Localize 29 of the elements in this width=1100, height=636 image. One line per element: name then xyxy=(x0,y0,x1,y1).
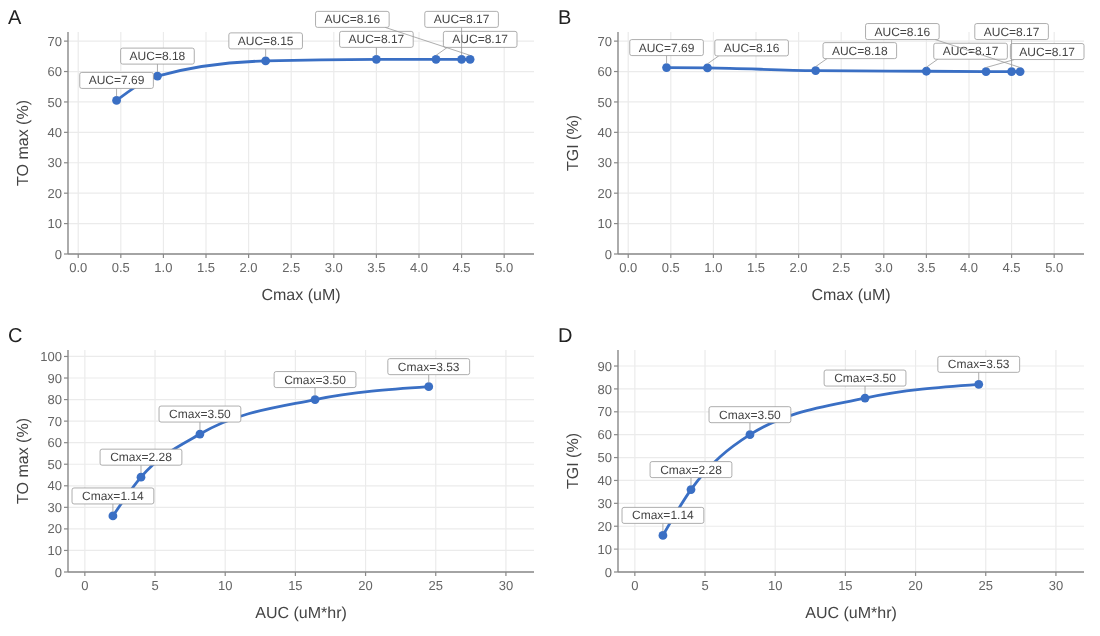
point xyxy=(457,54,466,64)
point xyxy=(310,395,320,404)
point xyxy=(974,379,984,389)
x-axis-title: AUC (uM*hr) xyxy=(805,604,898,622)
point xyxy=(431,54,441,64)
x-axis-title: Cmax (uM) xyxy=(261,286,342,304)
y-axis-title: TO max (%) xyxy=(14,417,32,504)
point xyxy=(745,430,755,440)
point xyxy=(658,530,668,540)
point xyxy=(424,382,434,392)
point xyxy=(686,485,696,495)
y-axis-title: TGI (%) xyxy=(564,432,582,489)
point xyxy=(153,71,162,81)
point xyxy=(136,472,146,482)
x-axis-title: Cmax (uM) xyxy=(811,286,892,304)
point xyxy=(112,96,121,105)
chart-title: A xyxy=(8,8,22,30)
point xyxy=(108,511,118,521)
point xyxy=(465,54,475,64)
chart-title: C xyxy=(8,326,23,348)
chart-title: B xyxy=(558,8,572,30)
y-axis-title: TGI (%) xyxy=(564,114,582,171)
y-axis-title: TO max (%) xyxy=(14,99,32,186)
point xyxy=(195,429,205,439)
point xyxy=(371,54,381,64)
chart-title: D xyxy=(558,326,573,348)
x-axis-title: AUC (uM*hr) xyxy=(255,604,348,622)
point xyxy=(261,56,271,66)
point xyxy=(860,393,870,403)
